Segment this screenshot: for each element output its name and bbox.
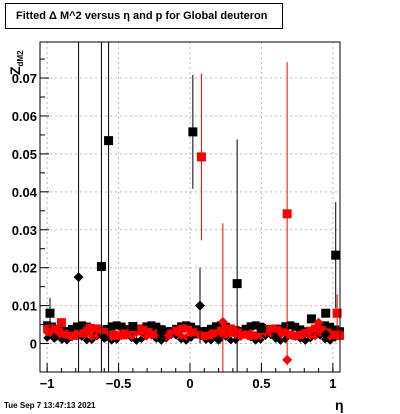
band-marker (226, 336, 235, 345)
band-marker (182, 324, 191, 333)
data-point-diamond (282, 354, 293, 365)
chart-title: Fitted Δ M^2 versus η and p for Global d… (5, 3, 283, 29)
data-point-square (56, 318, 66, 328)
timestamp: Tue Sep 7 13:47:13 2021 (4, 401, 96, 410)
data-point-square (45, 308, 55, 318)
band-marker (147, 321, 156, 330)
band-marker (221, 324, 230, 333)
data-point-square (228, 327, 238, 337)
band-marker (306, 326, 315, 335)
data-point-diamond (195, 300, 205, 311)
data-point-square (332, 308, 342, 318)
band-marker (201, 327, 210, 336)
x-tick-label: 0.5 (252, 376, 270, 391)
error-bars (49, 42, 338, 372)
data-point-diamond (99, 332, 110, 343)
band-marker (152, 322, 161, 331)
x-tick-label: −0.5 (106, 376, 132, 391)
band-marker (72, 322, 81, 331)
data-point-square (104, 136, 114, 146)
band-marker (112, 321, 121, 330)
data-point-diamond (156, 332, 167, 343)
band-marker (241, 324, 250, 333)
band-marker (67, 325, 76, 334)
band-marker (216, 321, 225, 330)
data-point-square (85, 323, 95, 333)
y-tick-label: 0.04 (12, 185, 38, 200)
band-marker (281, 322, 290, 331)
data-point-square (128, 321, 138, 331)
band-marker (77, 321, 86, 330)
y-tick-label: 0 (30, 337, 37, 352)
band-marker (316, 324, 325, 333)
band-marker (92, 324, 101, 333)
y-axis-label: ZdM2 (7, 50, 25, 75)
y-tick-label: 0.02 (12, 261, 37, 276)
band-marker (137, 324, 146, 333)
y-tick-label: 0.03 (12, 223, 37, 238)
data-point-diamond (270, 332, 281, 343)
band-marker (246, 322, 255, 331)
band-marker (142, 325, 151, 334)
band-marker (291, 322, 300, 331)
band-marker (311, 332, 320, 341)
y-tick-label: 0.01 (12, 299, 37, 314)
y-axis-ticks: 0 0.01 0.02 0.03 0.04 0.05 0.06 0.07 (12, 58, 49, 352)
band-marker (216, 326, 225, 335)
x-tick-label: −1 (40, 376, 55, 391)
data-point-diamond (49, 332, 60, 343)
data-point-square (156, 325, 166, 335)
data-point-square (321, 308, 331, 318)
band-marker (53, 325, 62, 334)
band-marker (82, 336, 91, 345)
band-marker (276, 325, 285, 334)
data-point-diamond (213, 334, 224, 345)
band-marker (296, 325, 305, 334)
data-point-square (232, 279, 242, 289)
band-marker (311, 324, 320, 333)
data-point-diamond (320, 329, 331, 340)
data-point-square (331, 250, 341, 260)
data-point-square (96, 262, 106, 272)
data-point-diamond (313, 317, 324, 328)
band-marker (286, 321, 295, 330)
band-marker (326, 322, 335, 331)
band-marker (306, 332, 315, 341)
band-marker (211, 322, 220, 331)
band-marker (48, 324, 57, 333)
x-tick-label: 0 (186, 376, 193, 391)
data-point-diamond (73, 272, 84, 283)
band-marker (326, 328, 335, 337)
y-tick-label: 0.07 (12, 71, 37, 86)
data-point-square (188, 127, 198, 137)
band-marker (162, 327, 171, 336)
band-marker (231, 336, 240, 345)
y-tick-label: 0.06 (12, 109, 37, 124)
band-marker (122, 325, 131, 334)
data-point-square (282, 209, 292, 219)
data-point-diamond (217, 316, 228, 327)
x-axis-label: η (335, 397, 344, 413)
data-point-square (256, 323, 266, 333)
band-marker (271, 324, 280, 333)
band-marker (321, 321, 330, 330)
data-point-square (306, 314, 316, 324)
band-marker (107, 322, 116, 331)
band-marker (177, 324, 186, 333)
band-marker (331, 325, 340, 334)
band-marker (236, 328, 245, 337)
band-marker (266, 324, 275, 333)
data-point-diamond (70, 329, 81, 340)
data-markers (45, 127, 342, 365)
y-tick-label: 0.05 (12, 147, 37, 162)
band-marker (251, 321, 260, 330)
data-point-square (196, 152, 206, 162)
band-marker (117, 322, 126, 331)
x-axis-ticks: −1 −0.5 0 0.5 1 (40, 363, 336, 391)
x-tick-label: 1 (329, 376, 336, 391)
